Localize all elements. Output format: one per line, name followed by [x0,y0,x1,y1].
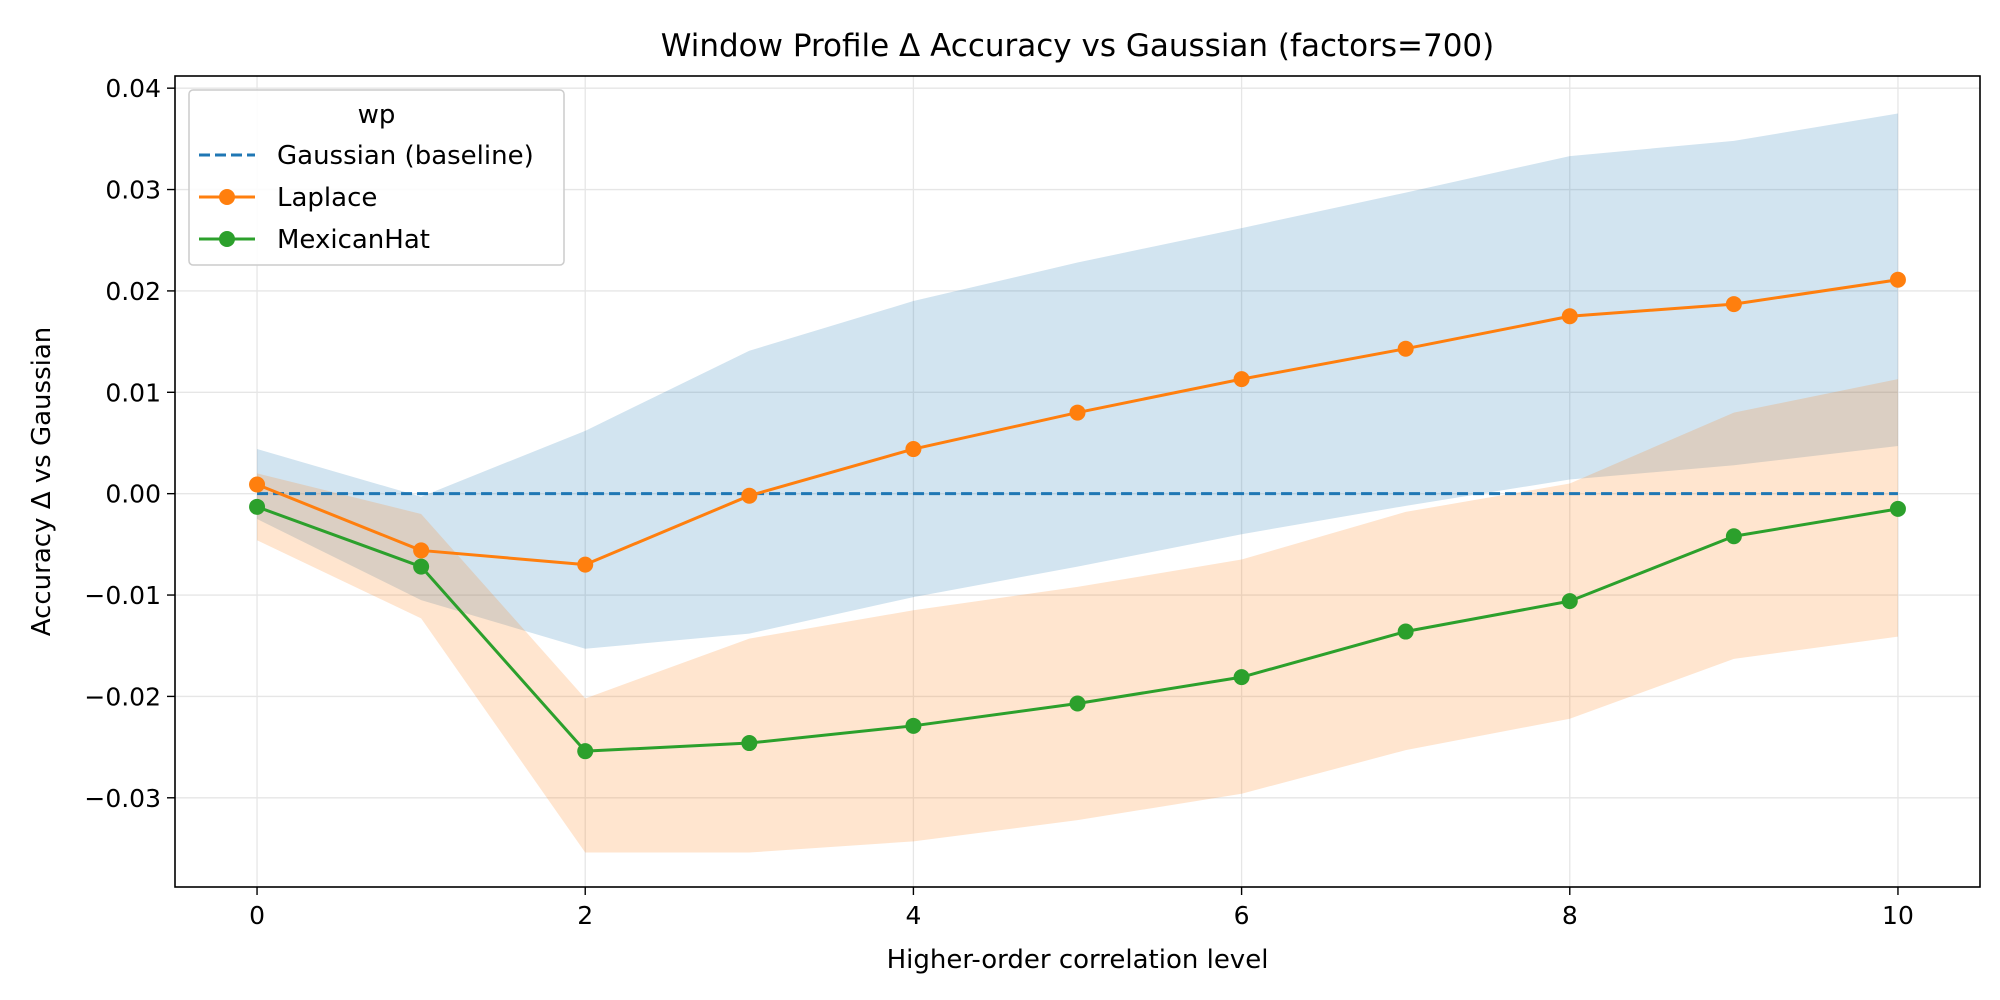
legend-label-laplace: Laplace [277,183,377,213]
y-tick-label: 0.04 [105,74,161,103]
y-axis-ticks: −0.03 −0.02 −0.01 0.00 0.01 0.02 0.03 0.04 [84,74,175,813]
y-tick-label: −0.02 [84,682,161,711]
legend-title: wp [358,100,396,130]
y-tick-label: 0.01 [105,378,161,407]
x-axis-label: Higher-order correlation level [887,945,1269,975]
y-axis-label: Accuracy Δ vs Gaussian [27,327,57,637]
x-tick-label: 0 [249,901,265,930]
point-laplace [741,487,758,504]
band-mexicanhat [257,379,1898,853]
x-tick-label: 10 [1882,901,1914,930]
point-mexicanhat [1889,500,1906,517]
point-laplace [413,542,430,559]
point-laplace [1069,404,1086,421]
y-tick-label: −0.01 [84,581,161,610]
legend-label-gaussian-baseline: Gaussian (baseline) [277,141,534,171]
point-mexicanhat [1233,669,1250,686]
y-tick-label: −0.03 [84,784,161,813]
point-mexicanhat [905,717,922,734]
point-laplace [249,476,266,493]
point-mexicanhat [577,743,594,760]
legend-box [188,89,565,266]
point-mexicanhat [741,735,758,752]
point-laplace [1561,308,1578,325]
series-markers [249,271,1906,760]
legend-marker-laplace [219,189,235,205]
x-axis-ticks: 0 2 4 6 8 10 [249,887,1914,930]
y-tick-label: 0.02 [105,277,161,306]
point-mexicanhat [1069,695,1086,712]
point-laplace [577,556,594,573]
legend-items: Gaussian (baseline) Laplace MexicanHat [199,141,534,255]
point-mexicanhat [1397,623,1414,640]
y-tick-label: 0.03 [105,176,161,205]
point-laplace [1233,371,1250,388]
legend-label-mexicanhat: MexicanHat [277,225,430,255]
point-laplace [1889,271,1906,288]
point-laplace [905,441,922,458]
y-tick-label: 0.00 [105,480,161,509]
band-laplace [257,113,1898,649]
point-mexicanhat [413,558,430,575]
x-tick-label: 2 [577,901,593,930]
x-tick-label: 4 [905,901,921,930]
point-laplace [1397,340,1414,357]
point-laplace [1725,296,1742,313]
confidence-bands [257,113,1898,853]
x-tick-label: 8 [1562,901,1578,930]
x-tick-label: 6 [1234,901,1250,930]
point-mexicanhat [249,498,266,515]
point-mexicanhat [1561,593,1578,610]
grid [175,76,1980,887]
plot-frame [174,75,1981,888]
chart-title: Window Profile Δ Accuracy vs Gaussian (f… [661,28,1495,64]
legend: wp Gaussian (baseline) Laplace MexicanHat [188,89,565,266]
point-mexicanhat [1725,528,1742,545]
legend-marker-mexicanhat [219,231,235,247]
